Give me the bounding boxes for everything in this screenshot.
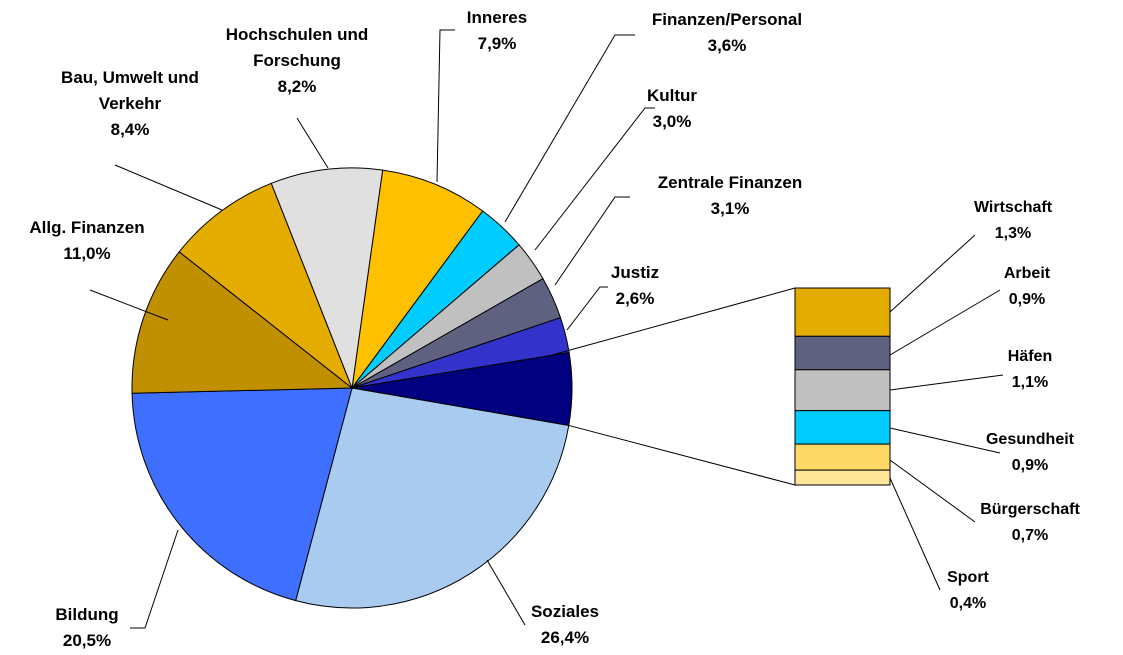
- leader-line: [534, 107, 655, 251]
- leader-line: [889, 459, 976, 523]
- leader-line: [486, 559, 526, 626]
- category-label: Hochschulen und Forschung: [225, 25, 369, 70]
- value-label: 0,4%: [949, 595, 987, 612]
- slice-label: Kultur 3,0%: [572, 83, 772, 135]
- slice-label: Wirtschaft 1,3%: [933, 195, 1093, 247]
- value-label: 7,9%: [477, 34, 517, 53]
- leader-line: [889, 477, 941, 591]
- value-label: 3,0%: [652, 112, 692, 131]
- category-label: Soziales: [530, 602, 600, 621]
- pie-slice: [351, 169, 484, 389]
- slice-label: Zentrale Finanzen 3,1%: [605, 170, 855, 222]
- leader-line: [554, 196, 630, 286]
- value-label: 3,1%: [710, 199, 750, 218]
- category-label: Kultur: [646, 86, 698, 105]
- slice-label: Justiz 2,6%: [535, 260, 735, 312]
- pie-slice: [295, 387, 570, 609]
- connector: [549, 287, 796, 357]
- category-label: Justiz: [610, 263, 660, 282]
- bar-segment: [794, 469, 891, 486]
- slice-label: Bürgerschaft 0,7%: [950, 497, 1110, 549]
- value-label: 20,5%: [62, 631, 112, 650]
- slice-label: Allg. Finanzen 11,0%: [0, 215, 187, 267]
- category-label: Häfen: [1007, 348, 1053, 365]
- category-label: Wirtschaft: [973, 199, 1053, 216]
- leader-line: [889, 234, 976, 313]
- category-label: Inneres: [466, 8, 528, 27]
- pie-slice: [178, 182, 354, 390]
- value-label: 26,4%: [540, 628, 590, 647]
- slice-label: Hochschulen und Forschung 8,2%: [202, 22, 392, 100]
- category-label: Sport: [947, 569, 989, 586]
- leader-line: [436, 29, 455, 183]
- bar-segment: [794, 443, 891, 471]
- slice-label: Sport 0,4%: [888, 565, 1048, 617]
- value-label: 1,3%: [994, 225, 1032, 242]
- bar-segment: [794, 335, 891, 371]
- leader-line: [114, 164, 223, 211]
- slice-label: Inneres 7,9%: [397, 5, 597, 57]
- pie-slice: [131, 387, 353, 602]
- slice-label: Bildung 20,5%: [2, 602, 172, 654]
- category-label: Bildung: [55, 605, 119, 624]
- connector: [568, 424, 796, 486]
- pie-slice: [270, 167, 384, 390]
- category-label: Bau, Umwelt und Verkehr: [61, 68, 199, 113]
- leader-line: [296, 117, 329, 169]
- value-label: 8,2%: [277, 77, 317, 96]
- category-label: Arbeit: [1003, 265, 1051, 282]
- category-label: Finanzen/Personal: [651, 10, 803, 29]
- leader-line: [130, 529, 179, 629]
- category-label: Bürgerschaft: [980, 501, 1080, 518]
- value-label: 0,7%: [1011, 527, 1049, 544]
- slice-label: Häfen 1,1%: [950, 344, 1110, 396]
- leader-line: [889, 374, 1004, 391]
- slice-label: Finanzen/Personal 3,6%: [602, 7, 852, 59]
- leader-line: [889, 427, 1001, 454]
- category-label: Zentrale Finanzen: [657, 173, 803, 192]
- value-label: 11,0%: [63, 244, 111, 263]
- value-label: 3,6%: [707, 36, 747, 55]
- bar-segment: [794, 369, 891, 412]
- category-label: Allg. Finanzen: [29, 218, 145, 237]
- value-label: 0,9%: [1011, 457, 1049, 474]
- bar-segment: [794, 287, 891, 337]
- leader-line: [89, 289, 169, 321]
- slice-label: Gesundheit 0,9%: [950, 427, 1110, 479]
- slice-label: Soziales 26,4%: [465, 599, 665, 651]
- value-label: 2,6%: [615, 289, 655, 308]
- leader-line: [504, 34, 635, 223]
- slice-label: Arbeit 0,9%: [947, 261, 1107, 313]
- leader-line: [566, 286, 608, 331]
- slice-label: Bau, Umwelt und Verkehr 8,4%: [40, 65, 220, 143]
- pie-slice: [131, 251, 354, 394]
- value-label: 1,1%: [1011, 374, 1049, 391]
- leader-line: [889, 289, 1001, 356]
- value-label: 8,4%: [110, 120, 150, 139]
- bar-segment: [794, 410, 891, 445]
- category-label: Gesundheit: [985, 431, 1074, 448]
- value-label: 0,9%: [1008, 291, 1046, 308]
